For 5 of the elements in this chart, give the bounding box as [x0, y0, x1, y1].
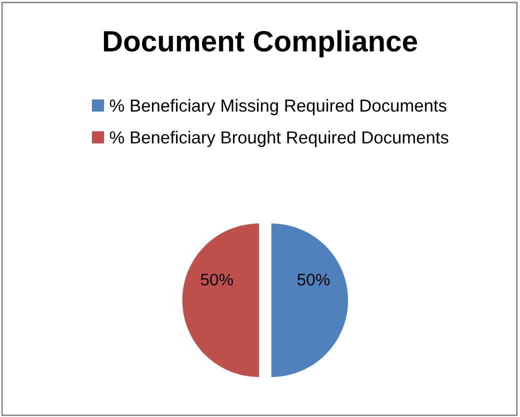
data-label: 50% [200, 274, 233, 286]
legend-label: % Beneficiary Missing Required Documents [110, 99, 446, 116]
data-label: 50% [298, 274, 330, 286]
chart-title: Document Compliance [104, 30, 418, 58]
legend-label: % Beneficiary Brought Required Documents [110, 130, 448, 148]
